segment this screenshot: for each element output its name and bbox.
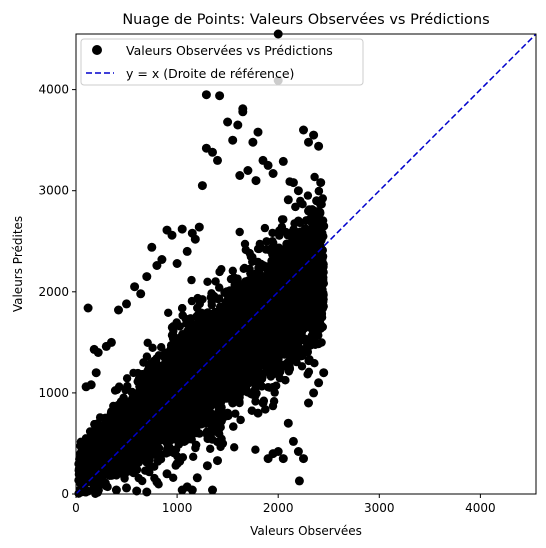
cloud-point: [236, 228, 244, 236]
chart-title: Nuage de Points: Valeurs Observées vs Pr…: [122, 12, 489, 28]
cloud-point: [203, 278, 211, 286]
cloud-point: [157, 343, 165, 351]
cloud-point: [248, 258, 256, 266]
cloud-point: [261, 224, 269, 232]
cloud-point: [138, 477, 146, 485]
cloud-point: [187, 276, 195, 284]
cloud-point: [123, 382, 131, 390]
cloud-point: [229, 267, 237, 275]
cloud-point: [196, 300, 204, 308]
cloud-point: [211, 277, 219, 285]
cloud-point: [230, 443, 238, 451]
cloud-point: [304, 191, 312, 199]
cloud-point: [285, 367, 293, 375]
cloud-point: [148, 344, 156, 352]
cloud-point: [279, 215, 287, 223]
cloud-point: [298, 200, 306, 208]
cloud-point: [246, 249, 254, 257]
cloud-point: [208, 301, 216, 309]
cloud-point: [164, 309, 172, 317]
cloud-point: [206, 445, 214, 453]
cloud-point: [123, 374, 131, 382]
cloud-point: [188, 297, 196, 305]
cloud-point: [251, 446, 259, 454]
cloud-point: [241, 240, 249, 248]
cloud-point: [251, 397, 259, 405]
plot-area: [74, 30, 536, 499]
cloud-point: [173, 318, 181, 326]
